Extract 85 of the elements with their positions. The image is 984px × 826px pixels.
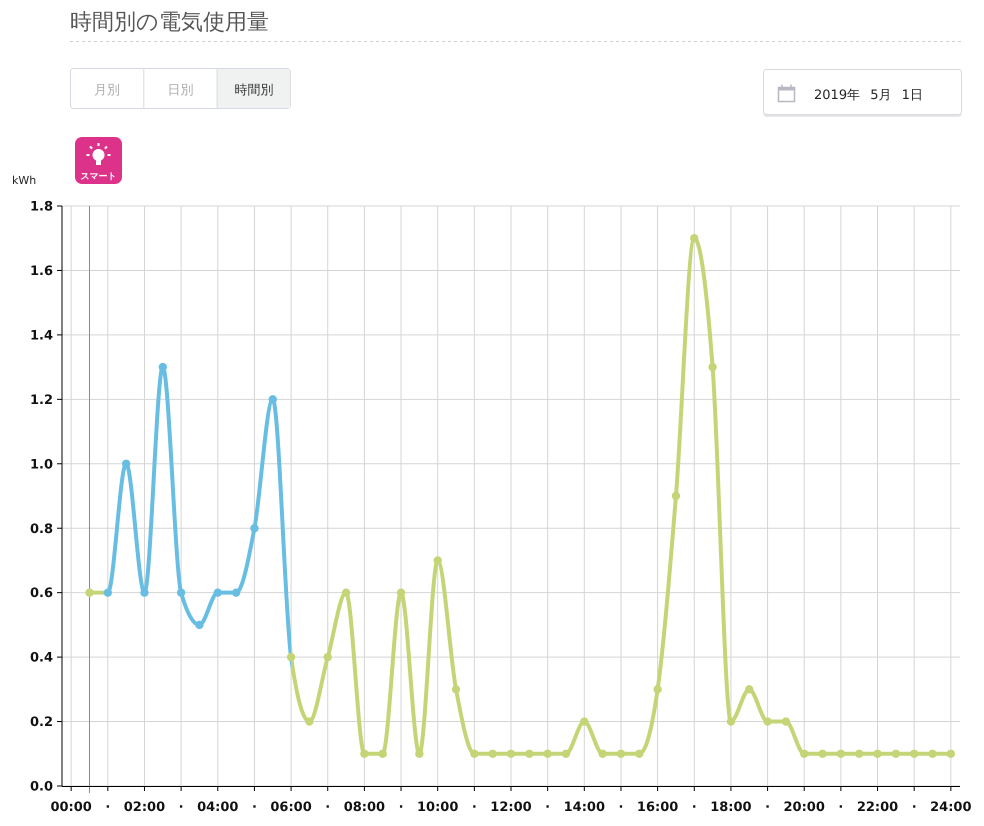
y-tick-label: 0.6: [30, 586, 53, 602]
x-tick-label: ·: [325, 800, 330, 815]
point: [525, 750, 534, 758]
text: 時間別: [234, 83, 274, 98]
point: [268, 395, 277, 404]
point: [360, 750, 369, 758]
point: [653, 685, 662, 694]
point: [855, 750, 864, 758]
point: [433, 556, 442, 565]
x-tick-label: 00:00: [50, 800, 92, 815]
point: [946, 750, 956, 758]
point: [543, 750, 552, 758]
y-tick-label: 0.4: [30, 650, 53, 666]
point: [726, 717, 736, 726]
point: [506, 750, 516, 758]
point: [745, 685, 754, 694]
point: [818, 750, 827, 758]
y-tick-label: 0.0: [30, 780, 53, 795]
text: 日別: [167, 83, 194, 98]
x-tick-label: 18:00: [710, 800, 752, 815]
point: [580, 717, 589, 726]
text: スマート: [80, 172, 116, 182]
point: [598, 750, 607, 758]
chart-title: 時間別の電気使用量: [70, 10, 269, 35]
x-tick-label: ·: [692, 800, 697, 815]
x-tick-label: ·: [912, 800, 917, 815]
point: [836, 750, 846, 758]
y-tick-label: 1.6: [30, 264, 53, 279]
point: [104, 588, 112, 597]
x-tick-label: 06:00: [270, 800, 312, 815]
point: [342, 588, 350, 597]
x-tick-label: ·: [105, 800, 110, 815]
x-tick-label: ·: [618, 800, 624, 815]
point: [214, 588, 222, 597]
y-tick-label: 1.2: [30, 392, 53, 408]
x-tick-label: 16:00: [636, 800, 678, 815]
point: [286, 652, 296, 662]
point: [616, 750, 626, 758]
y-tick-label: 1.0: [30, 457, 53, 472]
x-tick-label: ·: [398, 800, 404, 815]
point: [305, 717, 314, 726]
point: [873, 750, 882, 758]
x-tick-label: ·: [838, 800, 844, 815]
point: [195, 620, 204, 630]
point: [176, 588, 186, 597]
point: [85, 588, 94, 597]
y-tick-label: 0.2: [30, 715, 53, 730]
x-tick-label: 02:00: [124, 800, 166, 815]
point: [892, 750, 900, 758]
point: [470, 750, 479, 758]
x-tick-label: 04:00: [197, 800, 238, 815]
point: [690, 234, 698, 242]
x-tick-label: ·: [545, 800, 550, 815]
x-tick-label: 10:00: [417, 800, 458, 815]
point: [763, 717, 772, 726]
x-tick-label: 20:00: [784, 800, 825, 815]
point: [452, 685, 460, 694]
point: [562, 750, 570, 758]
x-tick-label: 08:00: [344, 800, 386, 815]
text: 月別: [94, 83, 120, 98]
point: [250, 524, 259, 532]
x-tick-label: ·: [252, 800, 257, 815]
x-tick-label: 12:00: [490, 800, 532, 815]
y-axis-title: kWh: [12, 174, 36, 187]
y-tick-label: 1.8: [30, 200, 53, 215]
point: [378, 750, 387, 758]
point: [672, 492, 680, 500]
point: [635, 750, 644, 758]
x-tick-label: 24:00: [930, 800, 972, 815]
text: 2019年 5月 1日: [814, 88, 923, 103]
point: [232, 588, 240, 597]
point: [782, 717, 790, 726]
point: [910, 750, 918, 758]
point: [928, 750, 937, 758]
point: [488, 750, 497, 758]
point: [324, 652, 332, 662]
x-tick-label: ·: [765, 800, 770, 815]
point: [800, 750, 808, 758]
point: [708, 362, 717, 372]
y-tick-label: 0.8: [30, 522, 53, 537]
x-tick-label: 22:00: [856, 800, 898, 815]
x-tick-label: ·: [472, 800, 477, 815]
y-tick-label: 1.4: [30, 328, 53, 344]
x-tick-label: 14:00: [564, 800, 605, 815]
x-tick-label: ·: [178, 800, 184, 815]
